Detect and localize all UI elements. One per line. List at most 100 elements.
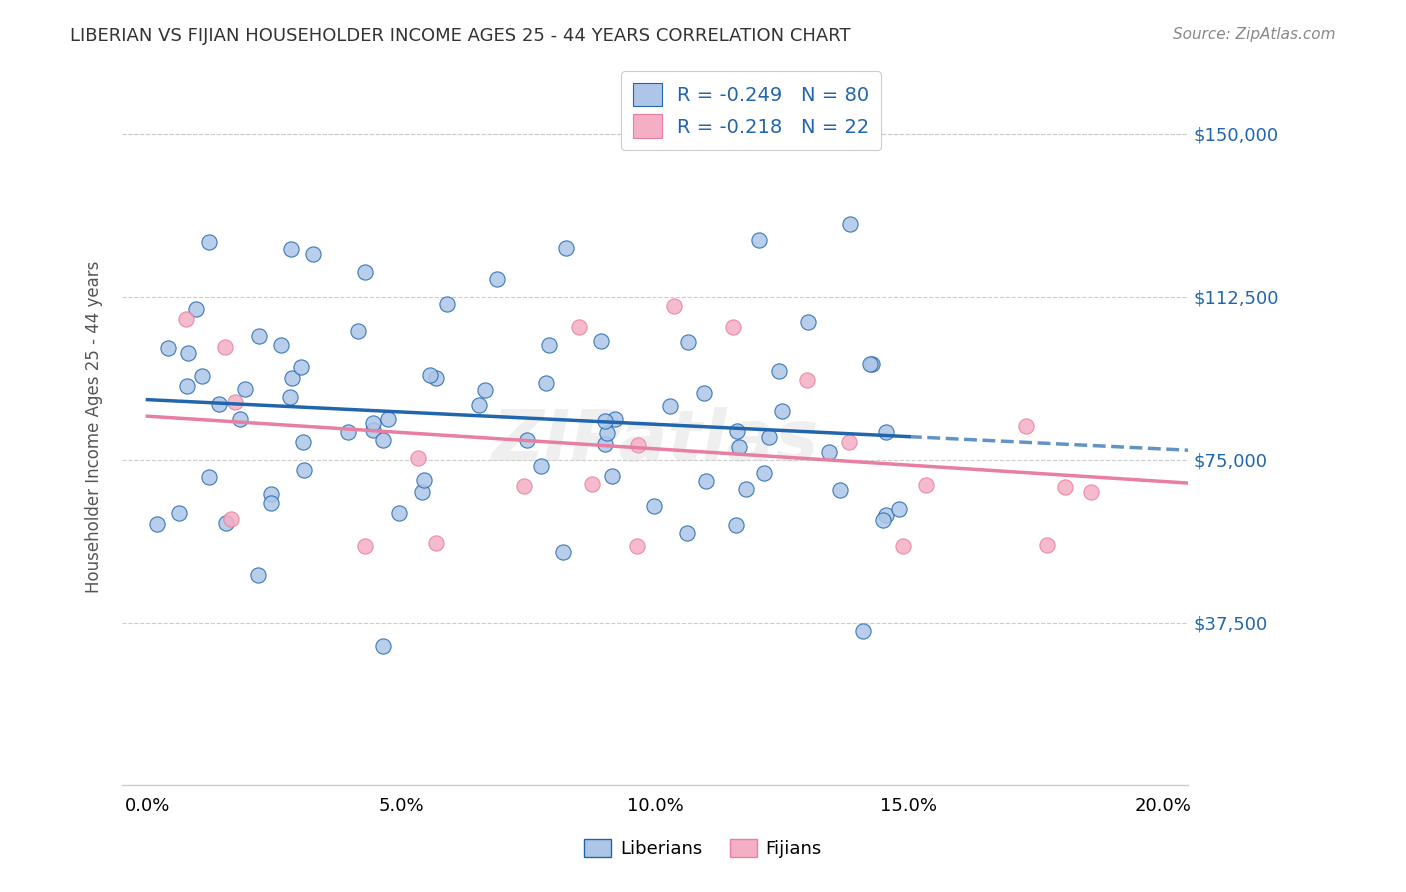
Liberians: [247, 567, 270, 582]
Liberians: [270, 338, 292, 352]
Fijians: [891, 540, 914, 554]
Fijians: [224, 395, 246, 409]
Liberians: [215, 516, 238, 530]
Liberians: [875, 508, 897, 523]
Liberians: [425, 371, 447, 385]
Liberians: [436, 297, 458, 311]
Fijians: [176, 311, 198, 326]
Liberians: [695, 475, 717, 489]
Liberians: [371, 433, 394, 447]
Liberians: [157, 341, 180, 355]
Liberians: [516, 433, 538, 447]
Liberians: [281, 371, 304, 385]
Liberians: [659, 399, 682, 413]
Fijians: [581, 477, 603, 491]
Liberians: [361, 423, 384, 437]
Liberians: [259, 495, 281, 509]
Liberians: [643, 499, 665, 513]
Legend: Liberians, Fijians: Liberians, Fijians: [576, 831, 830, 865]
Liberians: [872, 513, 894, 527]
Liberians: [198, 470, 221, 484]
Fijians: [219, 512, 242, 526]
Liberians: [278, 390, 301, 404]
Fijians: [1035, 538, 1057, 552]
Fijians: [1015, 418, 1038, 433]
Liberians: [354, 265, 377, 279]
Liberians: [676, 526, 699, 541]
Liberians: [377, 412, 399, 426]
Liberians: [735, 482, 758, 496]
Liberians: [280, 242, 302, 256]
Liberians: [259, 487, 281, 501]
Liberians: [859, 357, 882, 371]
Liberians: [534, 376, 557, 390]
Liberians: [387, 506, 409, 520]
Liberians: [412, 473, 434, 487]
Liberians: [291, 434, 314, 449]
Text: Source: ZipAtlas.com: Source: ZipAtlas.com: [1173, 27, 1336, 42]
Liberians: [796, 315, 818, 329]
Liberians: [596, 426, 619, 441]
Fijians: [626, 540, 648, 554]
Legend: R = -0.249   N = 80, R = -0.218   N = 22: R = -0.249 N = 80, R = -0.218 N = 22: [621, 71, 882, 150]
Liberians: [551, 545, 574, 559]
Fijians: [513, 479, 536, 493]
Liberians: [411, 484, 433, 499]
Liberians: [770, 404, 793, 418]
Liberians: [605, 412, 627, 426]
Liberians: [887, 502, 910, 516]
Liberians: [292, 463, 315, 477]
Liberians: [676, 335, 699, 350]
Liberians: [600, 469, 623, 483]
Liberians: [474, 383, 496, 397]
Liberians: [589, 334, 612, 349]
Liberians: [727, 440, 749, 454]
Liberians: [693, 385, 716, 400]
Liberians: [593, 414, 616, 428]
Liberians: [290, 359, 312, 374]
Liberians: [371, 639, 394, 653]
Liberians: [852, 624, 875, 638]
Liberians: [302, 247, 325, 261]
Liberians: [229, 411, 252, 425]
Fijians: [425, 536, 447, 550]
Liberians: [176, 379, 198, 393]
Fijians: [1053, 480, 1076, 494]
Liberians: [530, 459, 553, 474]
Liberians: [247, 329, 270, 343]
Liberians: [768, 364, 790, 378]
Liberians: [346, 324, 368, 338]
Liberians: [724, 518, 747, 533]
Liberians: [748, 233, 770, 247]
Liberians: [468, 398, 491, 412]
Liberians: [875, 425, 897, 439]
Liberians: [555, 241, 578, 255]
Liberians: [190, 368, 212, 383]
Liberians: [538, 337, 561, 351]
Fijians: [214, 340, 236, 354]
Fijians: [796, 372, 818, 386]
Text: ZIPatlas: ZIPatlas: [492, 407, 818, 475]
Fijians: [662, 299, 685, 313]
Liberians: [860, 357, 883, 371]
Liberians: [838, 217, 860, 231]
Fijians: [406, 450, 429, 465]
Text: LIBERIAN VS FIJIAN HOUSEHOLDER INCOME AGES 25 - 44 YEARS CORRELATION CHART: LIBERIAN VS FIJIAN HOUSEHOLDER INCOME AG…: [70, 27, 851, 45]
Fijians: [914, 478, 936, 492]
Liberians: [186, 301, 208, 316]
Fijians: [1080, 484, 1102, 499]
Liberians: [486, 271, 509, 285]
Fijians: [838, 435, 860, 450]
Liberians: [725, 424, 748, 438]
Fijians: [627, 438, 650, 452]
Liberians: [363, 416, 385, 430]
Liberians: [145, 516, 167, 531]
Fijians: [568, 319, 591, 334]
Liberians: [233, 382, 256, 396]
Liberians: [830, 483, 852, 497]
Liberians: [197, 235, 219, 249]
Liberians: [752, 467, 775, 481]
Liberians: [419, 368, 441, 383]
Fijians: [354, 540, 377, 554]
Y-axis label: Householder Income Ages 25 - 44 years: Householder Income Ages 25 - 44 years: [86, 260, 103, 593]
